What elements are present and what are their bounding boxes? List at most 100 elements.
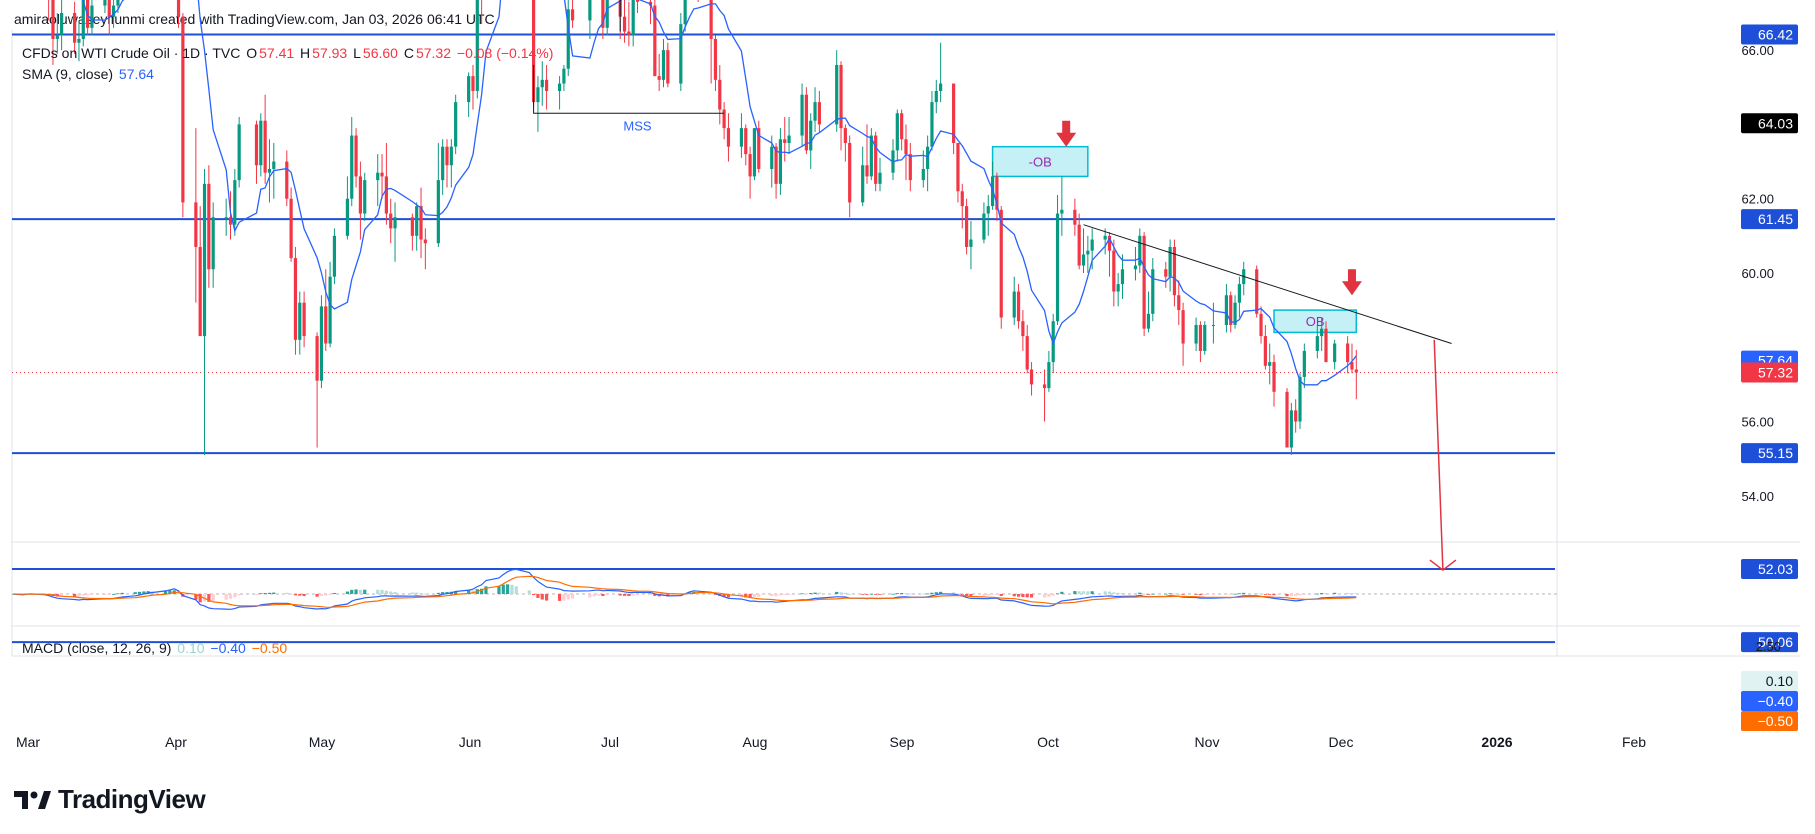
macd-value-tag	[1741, 671, 1798, 691]
candle-body	[566, 9, 570, 69]
macd-value-tag-label: 0.10	[1766, 673, 1793, 689]
macd-value-tag	[1741, 691, 1798, 711]
candle-body	[1177, 295, 1181, 311]
candle-body	[116, 0, 120, 6]
macd-histogram-bar	[1116, 592, 1120, 594]
price-tag	[1741, 209, 1798, 230]
high-value: 57.93	[312, 45, 348, 61]
macd-histogram-bar	[259, 593, 263, 595]
candle-body	[1237, 284, 1241, 303]
macd-histogram-bar	[410, 592, 414, 594]
macd-histogram-bar	[557, 594, 562, 601]
candle-body	[1194, 324, 1198, 344]
macd-histogram-bar	[891, 593, 895, 595]
macd-histogram-bar	[1073, 591, 1077, 594]
macd-histogram-bar	[930, 592, 934, 594]
candle-body	[1142, 235, 1146, 329]
macd-histogram-bar	[592, 594, 596, 597]
candle-body	[423, 239, 427, 244]
macd-histogram-bar	[835, 591, 839, 594]
candle-body	[73, 12, 77, 43]
macd-histogram-bar	[77, 594, 81, 597]
macd-histogram-bar	[562, 594, 566, 601]
macd-value-tag	[1741, 711, 1798, 731]
candle-body	[956, 142, 960, 192]
macd-histogram-bar	[540, 594, 544, 600]
macd-histogram-bar	[111, 593, 116, 595]
candle-body	[969, 239, 973, 247]
macd-histogram-bar	[328, 594, 332, 595]
macd-histogram-bar	[596, 594, 601, 596]
candle-body	[384, 176, 388, 214]
candle-body	[1103, 235, 1107, 240]
time-tick-label: 2026	[1481, 734, 1512, 750]
candle-body	[293, 258, 298, 340]
candle-body	[285, 161, 289, 199]
candle-body	[726, 128, 731, 147]
macd-histogram-bar	[510, 584, 514, 594]
candle-body	[544, 79, 549, 91]
macd-histogram-bar	[601, 594, 605, 596]
macd-histogram-bar	[1081, 591, 1086, 594]
macd-histogram-bar	[1012, 594, 1016, 597]
macd-histogram-bar	[809, 593, 813, 594]
macd-histogram-bar	[1103, 591, 1107, 594]
macd-histogram-bar	[787, 594, 791, 595]
candle-body	[739, 128, 744, 147]
candle-body	[376, 172, 380, 181]
candle-body	[1255, 269, 1259, 314]
candle-body	[1181, 310, 1185, 344]
macd-histogram-bar	[263, 593, 267, 594]
macd-histogram-bar	[168, 590, 172, 594]
macd-histogram-bar	[211, 594, 215, 601]
macd-histogram-bar	[1324, 593, 1328, 594]
candle-body	[332, 235, 337, 277]
tradingview-logo[interactable]: TradingView	[14, 784, 206, 815]
candle-body	[965, 206, 969, 247]
macd-histogram-bar	[1354, 593, 1358, 595]
candle-body	[904, 139, 908, 155]
candle-body	[1112, 250, 1116, 292]
time-tick-label: Sep	[890, 734, 915, 750]
candle-body	[471, 76, 475, 91]
macd-histogram-bar	[817, 592, 821, 594]
candle-body	[475, 0, 479, 91]
macd-histogram-bar	[1025, 594, 1029, 598]
time-tick-label: Aug	[743, 734, 768, 750]
macd-histogram-bar	[1233, 593, 1237, 595]
sma-legend: SMA (9, close) 57.64	[22, 66, 156, 82]
candles	[48, 0, 1358, 455]
macd-histogram-bar	[415, 592, 419, 594]
candle-body	[176, 0, 181, 17]
candle-body	[454, 102, 458, 147]
macd-histogram-bar	[194, 594, 198, 600]
macd-histogram-bar	[926, 593, 930, 595]
candle-body	[350, 135, 354, 199]
macd-histogram-bar	[1177, 593, 1181, 595]
candle-body	[1268, 362, 1272, 366]
price-tick-label: 62.00	[1741, 192, 1774, 207]
candle-body	[358, 176, 362, 214]
candle-body	[354, 135, 358, 177]
macd-histogram-bar	[1198, 594, 1203, 596]
candle-body	[1346, 343, 1350, 363]
attribution-text: amiraoluwaseyifunmi created with Trading…	[14, 11, 495, 27]
tradingview-logo-icon	[14, 790, 51, 809]
macd-histogram-bar	[839, 592, 843, 594]
macd-histogram-bar	[1259, 593, 1263, 595]
macd-histogram-bar	[1272, 594, 1276, 596]
macd-histogram-bar	[514, 586, 518, 594]
candle-body	[1224, 295, 1228, 325]
macd-histogram-bar	[843, 592, 847, 594]
candle-body	[683, 0, 687, 25]
macd-histogram-bar	[1289, 594, 1293, 597]
macd-histogram-bar	[566, 594, 570, 600]
candle-body	[982, 213, 986, 240]
macd-line-value: −0.40	[210, 640, 246, 656]
macd-histogram-bar	[622, 594, 627, 596]
candle-body	[1320, 328, 1324, 337]
symbol-title: CFDs on WTI Crude Oil · 1D · TVC	[22, 45, 241, 61]
macd-histogram-bar	[869, 593, 873, 595]
candle-body	[774, 146, 778, 184]
